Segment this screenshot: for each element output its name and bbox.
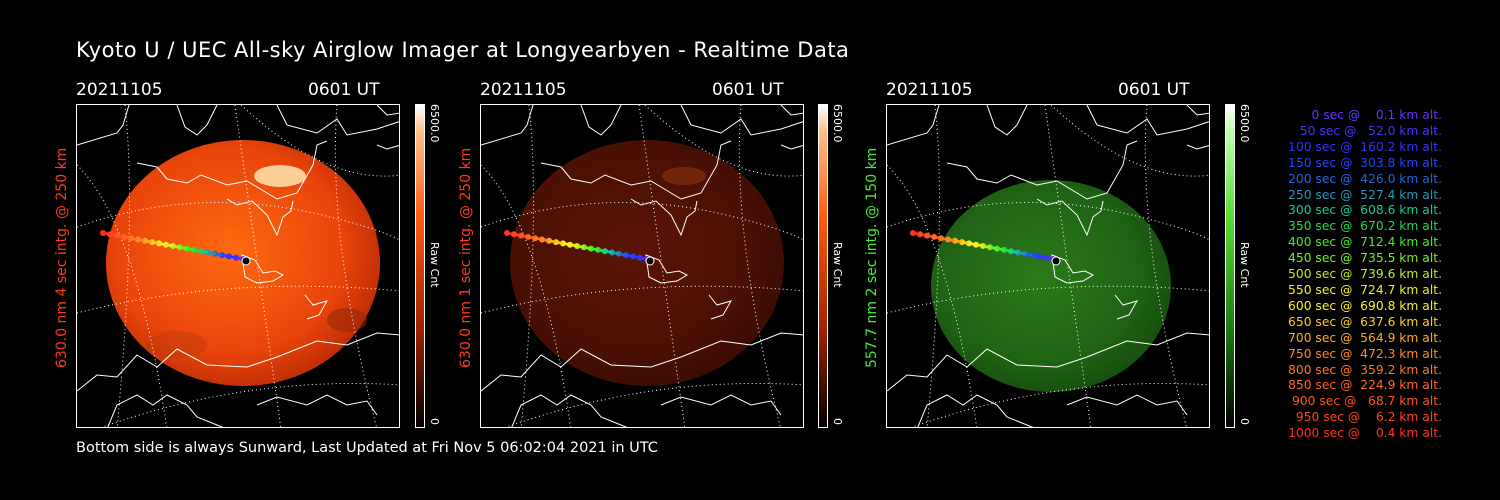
latlon-grid (887, 105, 1209, 427)
allsky-image-panel (886, 104, 1210, 428)
satellite-trajectory (100, 230, 251, 266)
colorbar-max: 6500.0 (831, 104, 844, 143)
colorbar-min: 0 (831, 418, 844, 425)
coastline (77, 105, 399, 427)
legend-entry: 100 sec @ 160.2 km alt. (1284, 139, 1442, 154)
colorbar (818, 104, 828, 428)
latlon-grid (77, 105, 399, 427)
legend-entry: 450 sec @ 735.5 km alt. (1284, 251, 1442, 266)
allsky-image (77, 105, 399, 427)
coastline (481, 105, 803, 427)
station-marker (241, 256, 251, 266)
legend-entry: 500 sec @ 739.6 km alt. (1284, 267, 1442, 282)
legend-entry: 850 sec @ 224.9 km alt. (1284, 378, 1442, 393)
allsky-image (887, 105, 1209, 427)
satellite-trajectory (504, 230, 655, 266)
legend-entry: 700 sec @ 564.9 km alt. (1284, 330, 1442, 345)
legend-entry: 250 sec @ 527.4 km alt. (1284, 187, 1442, 202)
panel-date: 20211105 (76, 80, 163, 100)
sky-disk (931, 180, 1171, 392)
panel-wavelength-label: 630.0 nm 4 sec intg. @ 250 km (54, 147, 70, 368)
allsky-image (481, 105, 803, 427)
legend-entry: 750 sec @ 472.3 km alt. (1284, 346, 1442, 361)
colorbar-min: 0 (1238, 418, 1251, 425)
legend-entry: 200 sec @ 426.0 km alt. (1284, 171, 1442, 186)
station-marker (645, 256, 655, 266)
legend-entry: 800 sec @ 359.2 km alt. (1284, 362, 1442, 377)
trajectory-legend: 0 sec @ 0.1 km alt. 50 sec @ 52.0 km alt… (1262, 108, 1442, 442)
allsky-image-panel (76, 104, 400, 428)
legend-entry: 350 sec @ 670.2 km alt. (1284, 219, 1442, 234)
panel-time: 0601 UT (308, 80, 380, 100)
legend-entry: 150 sec @ 303.8 km alt. (1284, 155, 1442, 170)
colorbar (415, 104, 425, 428)
legend-entry: 950 sec @ 6.2 km alt. (1291, 410, 1442, 425)
legend-entry: 0 sec @ 0.1 km alt. (1299, 108, 1442, 122)
legend-entry: 550 sec @ 724.7 km alt. (1284, 282, 1442, 297)
satellite-trajectory (910, 230, 1061, 266)
colorbar-unit: Raw Cnt (428, 242, 441, 288)
panel-time: 0601 UT (1118, 80, 1190, 100)
colorbar-min: 0 (428, 418, 441, 425)
page-title: Kyoto U / UEC All-sky Airglow Imager at … (76, 38, 850, 62)
legend-entry: 50 sec @ 52.0 km alt. (1291, 123, 1442, 138)
legend-entry: 300 sec @ 608.6 km alt. (1284, 203, 1442, 218)
panel-wavelength-label: 630.0 nm 1 sec intg. @ 250 km (458, 147, 474, 368)
coastline (887, 105, 1209, 427)
latlon-grid (481, 105, 803, 427)
colorbar-unit: Raw Cnt (1238, 242, 1251, 288)
panel-date: 20211105 (886, 80, 973, 100)
allsky-image-panel (480, 104, 804, 428)
panel-wavelength-label: 557.7 nm 2 sec intg. @ 150 km (864, 147, 880, 368)
panel-date: 20211105 (480, 80, 567, 100)
update-status: Bottom side is always Sunward, Last Upda… (76, 440, 658, 456)
station-marker (1051, 256, 1061, 266)
colorbar-max: 6500.0 (1238, 104, 1251, 143)
aurora-patch (662, 167, 706, 185)
panel-time: 0601 UT (712, 80, 784, 100)
legend-entry: 650 sec @ 637.6 km alt. (1284, 314, 1442, 329)
legend-entry: 400 sec @ 712.4 km alt. (1284, 235, 1442, 250)
colorbar (1225, 104, 1235, 428)
legend-entry: 600 sec @ 690.8 km alt. (1284, 298, 1442, 313)
aurora-patch (254, 165, 306, 187)
legend-entry: 900 sec @ 68.7 km alt. (1288, 394, 1442, 409)
legend-entry: 1000 sec @ 0.4 km alt. (1288, 426, 1442, 441)
colorbar-max: 6500.0 (428, 104, 441, 143)
colorbar-unit: Raw Cnt (831, 242, 844, 288)
